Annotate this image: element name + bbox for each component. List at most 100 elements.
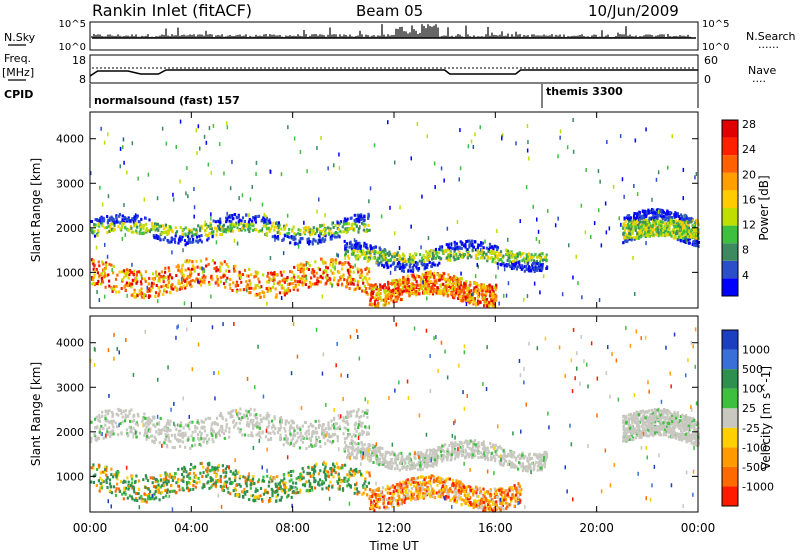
noise-cell xyxy=(210,212,212,216)
scatter-cell xyxy=(310,283,312,286)
scatter-cell xyxy=(406,281,408,284)
scatter-cell xyxy=(379,296,381,299)
scatter-cell xyxy=(403,290,405,293)
scatter-cell xyxy=(353,410,355,413)
noise-cell xyxy=(527,149,529,153)
noise-cell xyxy=(534,282,536,286)
scatter-cell xyxy=(230,220,232,223)
scatter-cell xyxy=(191,421,193,424)
noise-cell xyxy=(327,166,329,170)
scatter-cell xyxy=(143,295,145,298)
scatter-cell xyxy=(362,410,364,413)
noise-cell xyxy=(394,161,396,165)
noise-cell xyxy=(276,221,278,225)
scatter-cell xyxy=(636,213,638,216)
scatter-cell xyxy=(166,429,168,432)
scatter-cell xyxy=(489,295,491,298)
scatter-cell xyxy=(404,278,406,281)
nsky-trace xyxy=(92,24,696,38)
scatter-cell xyxy=(686,226,688,229)
scatter-cell xyxy=(320,232,322,235)
scatter-cell xyxy=(149,421,151,424)
scatter-cell xyxy=(681,221,683,224)
scatter-cell xyxy=(540,264,542,267)
scatter-cell xyxy=(475,254,477,257)
scatter-cell xyxy=(240,276,242,279)
scatter-cell xyxy=(541,252,543,255)
scatter-cell xyxy=(147,290,149,293)
scatter-cell xyxy=(318,420,320,423)
scatter-cell xyxy=(168,281,170,284)
scatter-cell xyxy=(257,271,259,274)
noise-cell xyxy=(104,243,106,247)
scatter-cell xyxy=(332,440,334,443)
scatter-cell xyxy=(289,427,291,430)
noise-cell xyxy=(339,166,341,170)
noise-cell xyxy=(633,184,635,188)
scatter-cell xyxy=(322,433,324,436)
scatter-cell xyxy=(334,422,336,425)
scatter-cell xyxy=(675,220,677,223)
scatter-cell xyxy=(179,439,181,442)
scatter-cell xyxy=(685,233,687,236)
scatter-cell xyxy=(413,264,415,267)
scatter-cell xyxy=(343,416,345,419)
scatter-cell xyxy=(308,445,310,448)
scatter-cell xyxy=(374,250,376,253)
scatter-cell xyxy=(629,218,631,221)
scatter-cell xyxy=(151,440,153,443)
noise-cell xyxy=(683,196,685,200)
scatter-cell xyxy=(277,231,279,234)
scatter-cell xyxy=(321,230,323,233)
scatter-cell xyxy=(296,440,298,443)
scatter-cell xyxy=(115,278,117,281)
scatter-cell xyxy=(325,266,327,269)
scatter-cell xyxy=(488,301,490,304)
noise-cell xyxy=(219,226,221,230)
scatter-cell xyxy=(350,276,352,279)
noise-cell xyxy=(123,203,125,207)
scatter-cell xyxy=(478,252,480,255)
scatter-cell xyxy=(504,264,506,267)
noise-cell xyxy=(264,213,266,217)
scatter-cell xyxy=(652,228,654,231)
scatter-cell xyxy=(675,212,677,215)
scatter-cell xyxy=(544,256,546,259)
scatter-cell xyxy=(667,222,669,225)
scatter-cell xyxy=(642,210,644,213)
scatter-cell xyxy=(174,435,176,438)
scatter-cell xyxy=(370,294,372,297)
scatter-cell xyxy=(380,292,382,295)
scatter-cell xyxy=(354,427,356,430)
scatter-cell xyxy=(461,242,463,245)
scatter-cell xyxy=(334,433,336,436)
scatter-cell xyxy=(416,263,418,266)
scatter-cell xyxy=(644,213,646,216)
noise-cell xyxy=(226,212,228,216)
scatter-cell xyxy=(345,252,347,255)
scatter-cell xyxy=(244,229,246,232)
scatter-cell xyxy=(101,261,103,264)
scatter-cell xyxy=(312,425,314,428)
scatter-cell xyxy=(357,231,359,234)
colorbar-swatch xyxy=(722,226,738,244)
cpid-label: CPID xyxy=(4,88,33,101)
noise-cell xyxy=(171,250,173,254)
scatter-cell xyxy=(92,278,94,281)
scatter-cell xyxy=(308,268,310,271)
scatter-cell xyxy=(328,233,330,236)
scatter-cell xyxy=(93,433,95,436)
scatter-cell xyxy=(624,217,626,220)
noise-cell xyxy=(266,302,268,306)
scatter-cell xyxy=(104,275,106,278)
scatter-cell xyxy=(450,254,452,257)
scatter-cell xyxy=(262,417,264,420)
scatter-cell xyxy=(93,264,95,267)
scatter-cell xyxy=(166,290,168,293)
scatter-cell xyxy=(244,269,246,272)
scatter-cell xyxy=(204,276,206,279)
scatter-cell xyxy=(625,224,627,227)
scatter-cell xyxy=(478,244,480,247)
scatter-cell xyxy=(167,419,169,422)
scatter-cell xyxy=(447,283,449,286)
